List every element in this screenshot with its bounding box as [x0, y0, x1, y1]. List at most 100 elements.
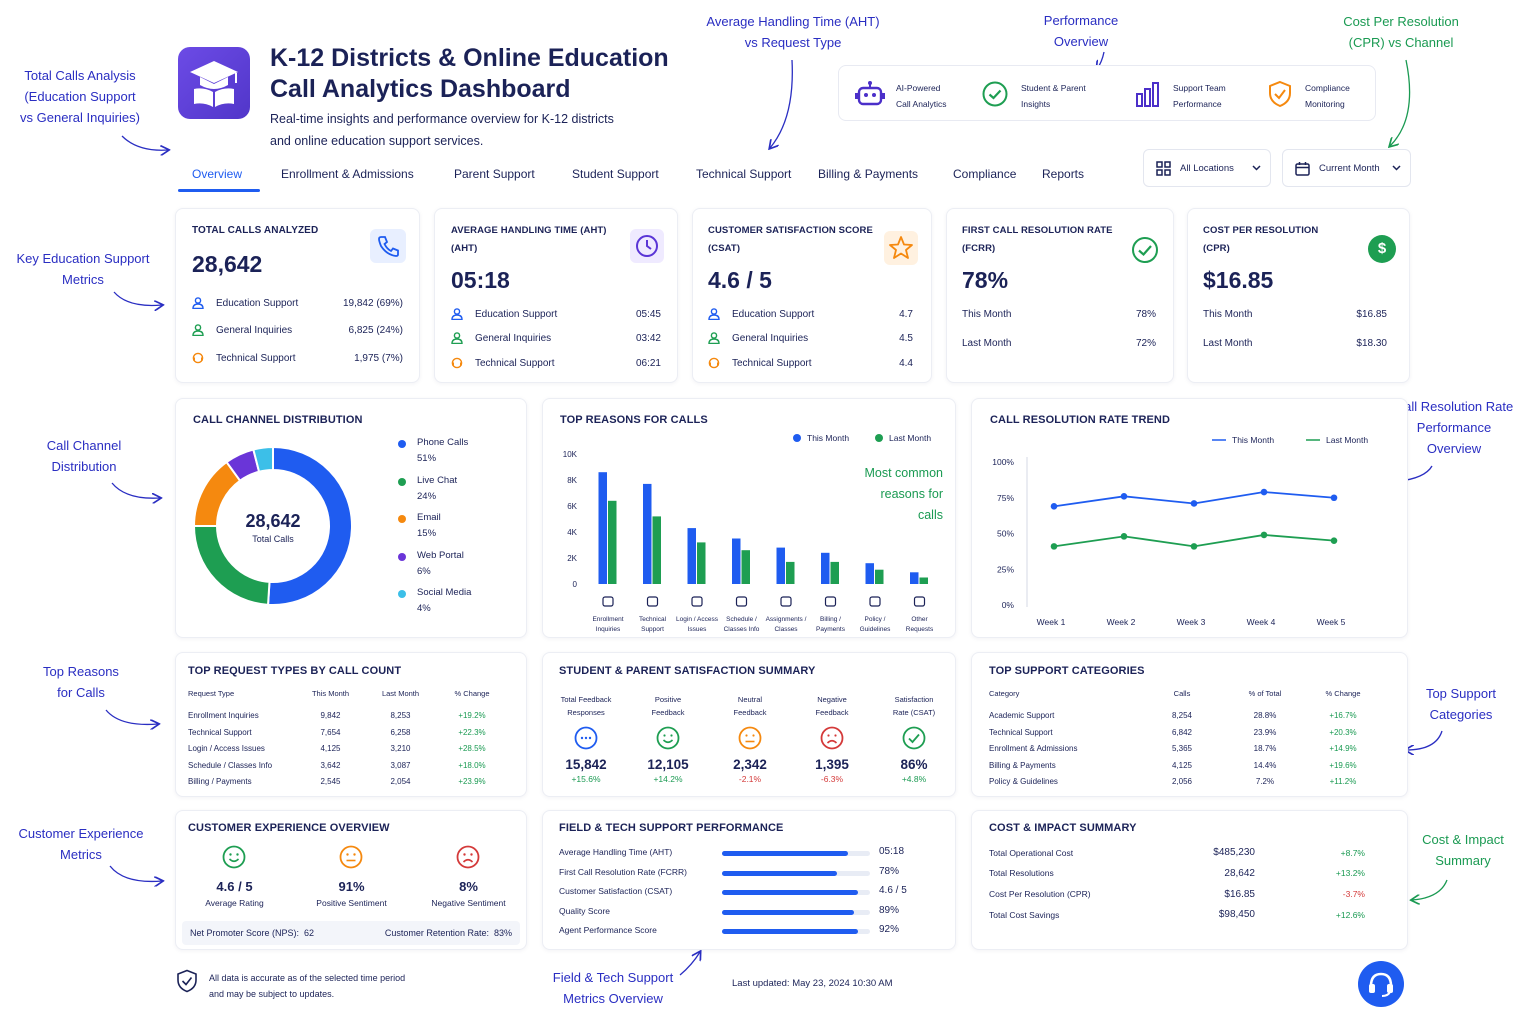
- tab-enrollment[interactable]: Enrollment & Admissions: [281, 167, 414, 181]
- card-title: TOP REASONS FOR CALLS: [560, 414, 708, 426]
- column-header: Feedback: [733, 708, 767, 717]
- data-point: [1330, 537, 1338, 544]
- kpi-value: 4.6 / 5: [708, 267, 772, 293]
- shield-check-icon: [1269, 80, 1291, 108]
- table-row: Enrollment Inquiries 9,842 8,253 +19.2%: [188, 711, 508, 720]
- table-cell: 6,842: [1171, 727, 1193, 737]
- headset-icon: [1369, 972, 1393, 997]
- satisfaction-change: +4.8%: [901, 774, 927, 784]
- bar-last-month: [786, 561, 795, 584]
- tab-billing[interactable]: Billing & Payments: [818, 167, 919, 181]
- column-header: Rate (CSAT): [892, 708, 936, 717]
- legend-label: This Month: [1232, 435, 1274, 445]
- x-tick-label: Week 2: [1107, 617, 1136, 627]
- data-point: [1050, 503, 1058, 510]
- smile-icon: [176, 845, 293, 873]
- field-tech-row: Agent Performance Score 92%: [559, 924, 939, 939]
- logo: [178, 47, 250, 119]
- category-icon: [913, 596, 926, 607]
- header-cell: % Change: [454, 689, 490, 698]
- legend-label: Last Month: [1326, 435, 1368, 445]
- field-tech-row: Quality Score 89%: [559, 904, 939, 920]
- locations-filter[interactable]: All Locations: [1143, 149, 1271, 187]
- tab-active-indicator: [178, 189, 260, 192]
- robot-icon: [855, 81, 885, 106]
- user-icon: [192, 297, 204, 309]
- category-icon: [824, 596, 837, 607]
- satisfaction-columns: Total Feedback Responses 15,842 +15.6% Posit…: [545, 693, 955, 793]
- cx-card: CUSTOMER EXPERIENCE OVERVIEW 4.6 / 5 Aver…: [175, 810, 527, 950]
- table-cell: 3,642: [320, 760, 341, 770]
- check-circle-icon: [982, 81, 1008, 107]
- tab-reports[interactable]: Reports: [1042, 167, 1085, 181]
- donut-chart: [192, 445, 353, 606]
- last-updated: Last updated: May 23, 2024 10:30 AM: [732, 978, 893, 989]
- card-title: COST & IMPACT SUMMARY: [989, 822, 1137, 834]
- check-circle-icon: [873, 721, 955, 755]
- bar-last-month: [697, 542, 706, 584]
- retention-value: 83%: [493, 928, 512, 938]
- legend-label: Web Portal: [417, 549, 464, 561]
- table-cell: +23.9%: [458, 777, 486, 787]
- y-tick-label: 10K: [563, 450, 578, 459]
- kpi-row: Last Month 72%: [962, 338, 1156, 349]
- cx-item: 91% Positive Sentiment: [293, 845, 410, 908]
- card-title: CALL RESOLUTION RATE TREND: [990, 414, 1171, 426]
- column-header: Responses: [567, 708, 605, 717]
- field-tech-row: Average Handling Time (AHT) 05:18: [559, 846, 939, 861]
- y-tick-label: 0%: [1002, 600, 1015, 610]
- satisfaction-change: -6.3%: [820, 774, 844, 784]
- user-icon: [192, 324, 204, 336]
- bar-this-month: [732, 538, 741, 584]
- annotation-performance: Performance Overview: [1043, 13, 1119, 49]
- satisfaction-column: Neutral Feedback 2,342 -2.1%: [709, 693, 791, 793]
- table-row: Schedule / Classes Info 3,642 3,087 +18.0%: [188, 761, 508, 770]
- tab-overview[interactable]: Overview: [192, 167, 243, 181]
- cx-label: Average Rating: [205, 898, 264, 908]
- legend-label: Phone Calls: [417, 437, 469, 448]
- data-point: [1120, 533, 1128, 540]
- period-filter[interactable]: Current Month: [1282, 149, 1411, 187]
- tab-parent-support[interactable]: Parent Support: [454, 167, 535, 181]
- table-cell: Technical Support: [188, 727, 252, 737]
- y-tick-label: 2K: [567, 554, 577, 563]
- legend-value: 4%: [417, 603, 431, 614]
- tab-student-support[interactable]: Student Support: [572, 167, 659, 181]
- bar-this-month: [643, 483, 652, 584]
- field-tech-card: FIELD & TECH SUPPORT PERFORMANCE Average…: [542, 810, 956, 950]
- kpi-row: This Month 78%: [962, 309, 1156, 320]
- cost-change: +12.6%: [1335, 909, 1365, 920]
- metric-value: 92%: [879, 924, 900, 935]
- chevron-down-icon: [1392, 165, 1401, 171]
- legend-dot: [398, 590, 406, 598]
- table-cell: Schedule / Classes Info: [188, 760, 273, 770]
- table-row: Academic Support 8,254 28.8% +16.7%: [989, 711, 1385, 720]
- page-subtitle: Real-time insights and performance overv…: [270, 112, 614, 148]
- card-title: CUSTOMER EXPERIENCE OVERVIEW: [188, 822, 390, 834]
- header-cell: % Change: [1325, 689, 1361, 698]
- retention-label: Customer Retention Rate:: [384, 928, 489, 938]
- donut-slice-phone-calls: [266, 445, 353, 606]
- kpi-row: General Inquiries 6,825 (24%): [176, 324, 419, 336]
- satisfaction-change: +14.2%: [653, 774, 683, 784]
- table-row: Billing & Payments 4,125 14.4% +19.6%: [989, 761, 1385, 770]
- annotation-top-support: Top Support Categories: [1425, 686, 1497, 722]
- cost-change: +8.7%: [1340, 847, 1365, 858]
- table-cell: +22.3%: [458, 727, 486, 737]
- table-cell: +28.5%: [458, 744, 486, 754]
- tab-compliance[interactable]: Compliance: [953, 167, 1017, 181]
- kpi-row: This Month $16.85: [1203, 309, 1387, 320]
- kpi-title: AVERAGE HANDLING TIME (AHT): [451, 225, 607, 236]
- cost-value: $485,230: [1213, 847, 1255, 858]
- calendar-icon: [1295, 161, 1310, 176]
- satisfaction-value: 1,395: [815, 757, 849, 772]
- user-icon: [451, 332, 463, 344]
- support-chat-button[interactable]: [1358, 961, 1404, 1007]
- category-icon: [780, 596, 792, 607]
- metric-value: 89%: [879, 904, 900, 916]
- column-header: Neutral: [737, 695, 763, 704]
- card-title: CALL CHANNEL DISTRIBUTION: [193, 414, 363, 426]
- cost-value: 28,642: [1224, 867, 1255, 879]
- locations-filter-label: All Locations: [1180, 162, 1234, 174]
- tab-technical-support[interactable]: Technical Support: [696, 167, 792, 181]
